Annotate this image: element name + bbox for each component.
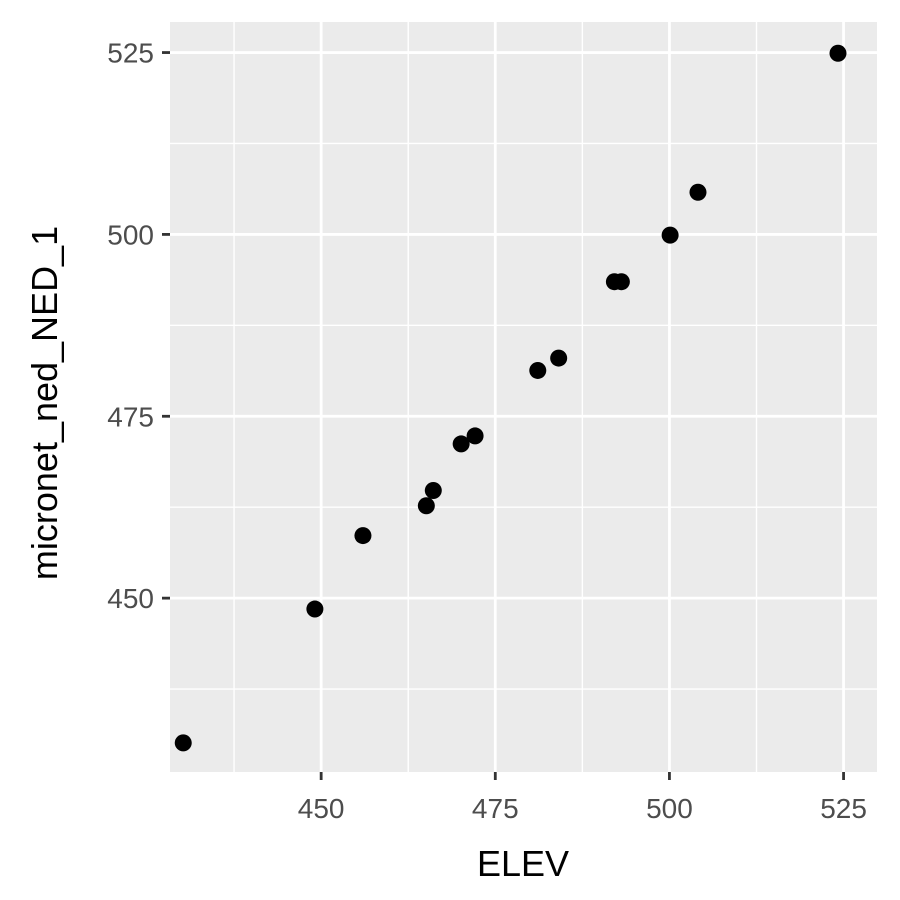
y-tick-label: 525: [107, 38, 154, 69]
major-gridlines: [170, 22, 877, 772]
x-tick-label: 475: [472, 793, 519, 824]
x-tick-label: 500: [646, 793, 693, 824]
data-point: [661, 226, 679, 244]
y-tick-label: 475: [107, 401, 154, 432]
tick-labels: 450 475 500 525 450 475 500 525: [107, 38, 867, 824]
y-tick-label: 450: [107, 583, 154, 614]
data-point: [424, 481, 442, 499]
minor-gridlines: [170, 22, 877, 772]
data-point: [354, 527, 372, 545]
axis-ticks: [162, 51, 845, 780]
data-point: [174, 734, 192, 752]
plot-panel: [170, 22, 877, 772]
data-point: [306, 600, 324, 618]
y-tick-label: 500: [107, 219, 154, 250]
x-axis-title: ELEV: [477, 843, 569, 884]
data-point: [452, 435, 470, 453]
data-point: [829, 44, 847, 62]
data-point: [529, 361, 547, 379]
data-point: [550, 349, 568, 367]
x-tick-label: 450: [298, 793, 345, 824]
x-tick-label: 525: [820, 793, 867, 824]
data-point: [417, 497, 435, 515]
data-point: [612, 273, 630, 291]
data-point: [689, 183, 707, 201]
data-point: [466, 427, 484, 445]
y-axis-title: micronet_ned_NED_1: [24, 226, 65, 580]
data-points: [174, 44, 847, 752]
